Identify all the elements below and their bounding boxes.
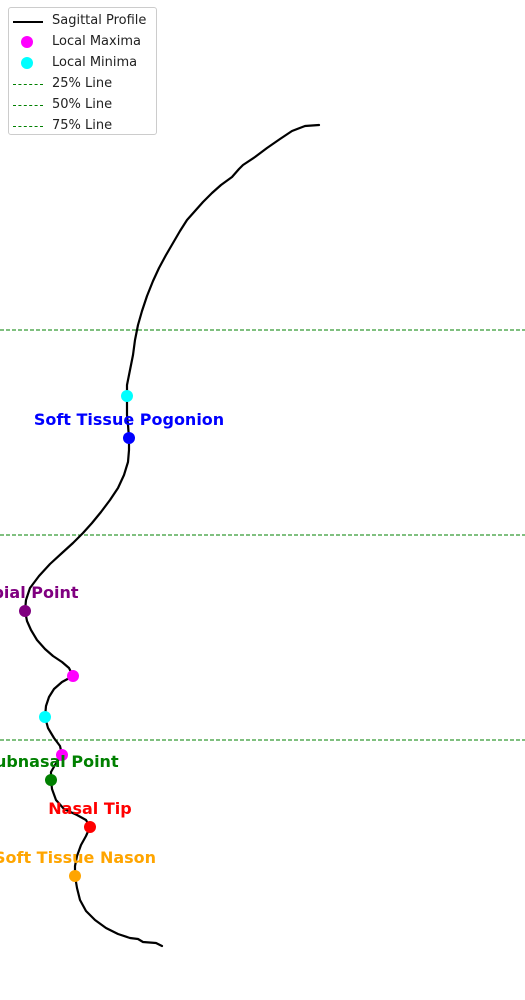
legend-item-75-line: 75% Line bbox=[9, 116, 156, 137]
landmark-label: Labial Point bbox=[0, 583, 79, 602]
landmark-label: Soft Tissue Nason bbox=[0, 848, 156, 867]
landmark-marker bbox=[84, 821, 96, 833]
legend-dash-swatch bbox=[13, 84, 43, 85]
landmark-label: Soft Tissue Pogonion bbox=[34, 410, 224, 429]
legend-item-local-maxima: Local Maxima bbox=[9, 32, 156, 53]
legend-label: Local Maxima bbox=[52, 34, 141, 49]
legend-item-local-minima: Local Minima bbox=[9, 53, 156, 74]
legend-label: Sagittal Profile bbox=[52, 13, 147, 28]
legend-item-25-line: 25% Line bbox=[9, 74, 156, 95]
legend-dash-swatch bbox=[13, 126, 43, 127]
marker-layer bbox=[19, 390, 135, 882]
reference-lines bbox=[0, 329, 525, 741]
landmark-marker bbox=[45, 774, 57, 786]
extremum-marker bbox=[67, 670, 79, 682]
legend: Sagittal Profile Local Maxima Local Mini… bbox=[8, 7, 157, 135]
extremum-marker bbox=[39, 711, 51, 723]
landmark-label: Nasal Tip bbox=[48, 799, 131, 818]
profile-layer bbox=[23, 123, 321, 948]
legend-label: 75% Line bbox=[52, 118, 113, 133]
landmark-label: Subnasal Point bbox=[0, 752, 119, 771]
legend-line-swatch bbox=[13, 21, 43, 23]
landmark-marker bbox=[19, 605, 31, 617]
landmark-marker bbox=[123, 432, 135, 444]
legend-dot-swatch bbox=[21, 36, 33, 48]
extremum-marker bbox=[121, 390, 133, 402]
extremum-marker bbox=[56, 749, 68, 761]
legend-dash-swatch bbox=[13, 105, 43, 106]
legend-item-50-line: 50% Line bbox=[9, 95, 156, 116]
legend-dot-swatch bbox=[21, 57, 33, 69]
legend-item-sagittal-profile: Sagittal Profile bbox=[9, 11, 156, 32]
landmark-marker bbox=[69, 870, 81, 882]
legend-label: Local Minima bbox=[52, 55, 138, 70]
legend-label: 25% Line bbox=[52, 76, 113, 91]
legend-label: 50% Line bbox=[52, 97, 113, 112]
landmark-label-layer: Soft Tissue Pogonion Labial Point Subnasal… bbox=[0, 410, 224, 867]
sagittal-profile-line bbox=[23, 123, 321, 948]
